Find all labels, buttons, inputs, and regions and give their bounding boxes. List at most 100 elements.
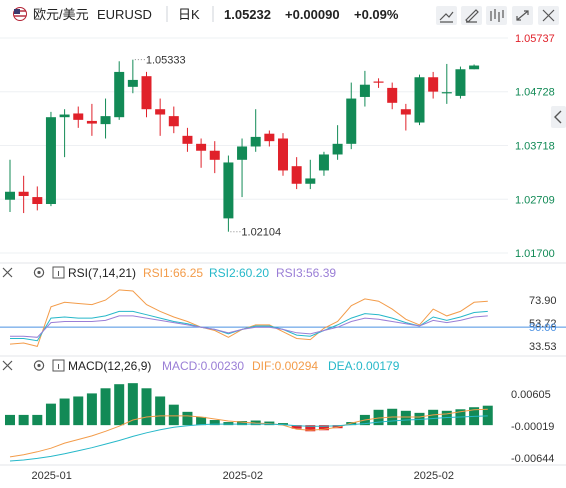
indicators-icon — [490, 9, 504, 22]
macd-title: MACD(12,26,9) — [68, 359, 151, 373]
candle-body — [264, 133, 275, 142]
candle-body — [278, 138, 288, 171]
rsi-tick-label: 50.00 — [529, 322, 557, 334]
candle-body — [141, 76, 152, 110]
macd-tick-label: -0.00019 — [511, 421, 554, 433]
us-flag-icon — [13, 7, 27, 21]
x-axis: 2025-01 2025-02 2025-02 — [0, 464, 566, 482]
candle-body — [127, 79, 138, 87]
macd-tick-label: -0.00644 — [511, 453, 554, 465]
macd-bar — [237, 421, 248, 426]
timeframe-selector[interactable]: 日K — [178, 7, 200, 22]
macd-bar — [168, 404, 179, 426]
expand-icon — [516, 10, 529, 21]
macd-bar — [5, 414, 15, 426]
rsi-line-rsi2 — [10, 310, 488, 342]
macd-label: MACD:0.00230 — [162, 359, 244, 373]
candle-body — [455, 69, 466, 96]
candle-body — [155, 109, 166, 115]
rsi-plot — [0, 289, 566, 347]
macd-bar — [18, 414, 29, 426]
price-tick-label: 1.03718 — [515, 141, 555, 153]
expand-button[interactable] — [512, 6, 533, 25]
candle-body — [182, 135, 193, 144]
macd-bar — [32, 414, 43, 426]
chevron-left-icon — [554, 110, 562, 124]
candle-body — [305, 178, 316, 184]
macd-bar — [291, 425, 302, 429]
candle-body — [441, 92, 452, 94]
macd-bar — [100, 388, 111, 426]
rsi-title: RSI(7,14,21) — [68, 266, 136, 280]
macd-bar — [45, 403, 56, 426]
price-tick-label: 1.02709 — [515, 194, 555, 206]
macd-bar — [59, 398, 70, 426]
macd-bar — [209, 420, 220, 426]
close-icon — [2, 267, 13, 278]
price-tick-label: 1.05737 — [515, 33, 555, 45]
header-bar: 欧元/美元 EURUSD 日K 1.05232 +0.00090 +0.09% — [13, 6, 559, 25]
macd-bar — [155, 396, 166, 426]
pair-name: 欧元/美元 — [33, 7, 89, 22]
close-icon — [2, 360, 13, 371]
macd-bar — [305, 425, 316, 432]
dea-label: DEA:0.00179 — [328, 359, 400, 373]
candles — [5, 59, 480, 232]
rsi-settings-button[interactable] — [33, 267, 45, 278]
rsi-tick-label: 53.72 — [529, 318, 557, 330]
close-icon — [542, 9, 555, 22]
candle-body — [223, 162, 234, 219]
macd-line-dif — [9, 408, 488, 458]
candle-body — [250, 136, 261, 147]
candle-body — [387, 87, 398, 103]
rsi-tick-label: 33.53 — [529, 341, 557, 353]
candle-body — [428, 77, 439, 92]
macd-info-button[interactable] — [52, 359, 65, 372]
candle-body — [414, 77, 425, 123]
macd-bar — [373, 409, 384, 426]
candle-body — [469, 65, 480, 70]
macd-bar — [182, 411, 193, 426]
rsi-hide-button[interactable] — [2, 267, 13, 278]
macd-plot — [5, 383, 493, 462]
candle-body — [209, 150, 220, 160]
candle-body — [346, 98, 357, 144]
high-price-label: 1.05333 — [146, 55, 186, 67]
info-box-icon — [52, 266, 65, 279]
candle-body — [100, 116, 111, 125]
candle-body — [18, 191, 29, 197]
x-tick-label: 2025-02 — [223, 470, 263, 482]
macd-bar — [318, 425, 329, 431]
macd-bar — [428, 409, 439, 426]
candle-body — [359, 84, 370, 97]
candle-body — [168, 116, 179, 127]
macd-hide-button[interactable] — [2, 360, 13, 371]
edit-button[interactable] — [461, 6, 482, 25]
indicators-button[interactable] — [486, 6, 507, 25]
macd-bar — [86, 393, 97, 426]
candle-body — [32, 197, 43, 205]
macd-tick-label: 0.00605 — [511, 389, 551, 401]
macd-pane: MACD(12,26,9) MACD:0.00230 DIF:0.00294 D… — [0, 355, 566, 465]
rsi-line-rsi3 — [10, 315, 488, 338]
candle-body — [59, 114, 70, 118]
macd-line-dea — [9, 415, 488, 462]
collapse-panel-button[interactable] — [551, 106, 566, 128]
close-button[interactable] — [538, 6, 559, 25]
rsi-info-button[interactable] — [52, 266, 65, 279]
macd-settings-button[interactable] — [33, 360, 45, 371]
draw-line-button[interactable] — [436, 6, 457, 25]
candle-body — [73, 113, 84, 120]
candle-body — [291, 166, 302, 184]
x-tick-label: 2025-02 — [414, 470, 454, 482]
macd-axis: 0.00605 -0.00019 -0.00644 — [511, 389, 554, 465]
last-price: 1.05232 — [224, 7, 271, 22]
candle-body — [332, 143, 343, 155]
rsi-line-rsi1 — [9, 289, 488, 347]
gear-icon — [33, 267, 45, 278]
macd-bar — [114, 384, 125, 426]
macd-bar — [141, 388, 152, 426]
price-tick-label: 1.04728 — [515, 87, 555, 99]
